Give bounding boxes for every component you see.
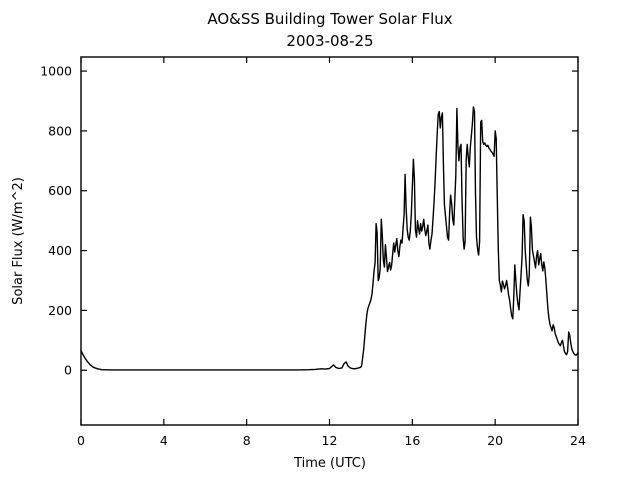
x-tick-label: 24 bbox=[570, 433, 586, 448]
y-tick-label: 800 bbox=[48, 123, 72, 138]
y-tick-label: 400 bbox=[48, 243, 72, 258]
y-axis-label: Solar Flux (W/m^2) bbox=[11, 177, 26, 305]
x-tick-label: 8 bbox=[243, 433, 251, 448]
y-tick-label: 200 bbox=[48, 303, 72, 318]
y-tick-label: 600 bbox=[48, 183, 72, 198]
plot-area bbox=[80, 56, 579, 426]
x-tick-label: 0 bbox=[77, 433, 85, 448]
y-tick-label: 0 bbox=[64, 363, 72, 378]
solar-flux-line bbox=[80, 106, 579, 371]
x-tick-label: 20 bbox=[487, 433, 503, 448]
x-tick-label: 12 bbox=[322, 433, 338, 448]
chart-subtitle: 2003-08-25 bbox=[286, 32, 373, 50]
chart-title: AO&SS Building Tower Solar Flux bbox=[207, 10, 452, 28]
x-tick-label: 4 bbox=[160, 433, 168, 448]
y-tick-label: 1000 bbox=[40, 64, 72, 79]
axes-layer: 0 4 8 12 16 20 24 0 200 400 600 800 1000 bbox=[40, 57, 586, 448]
x-axis-label: Time (UTC) bbox=[293, 456, 366, 471]
x-tick-label: 16 bbox=[404, 433, 420, 448]
